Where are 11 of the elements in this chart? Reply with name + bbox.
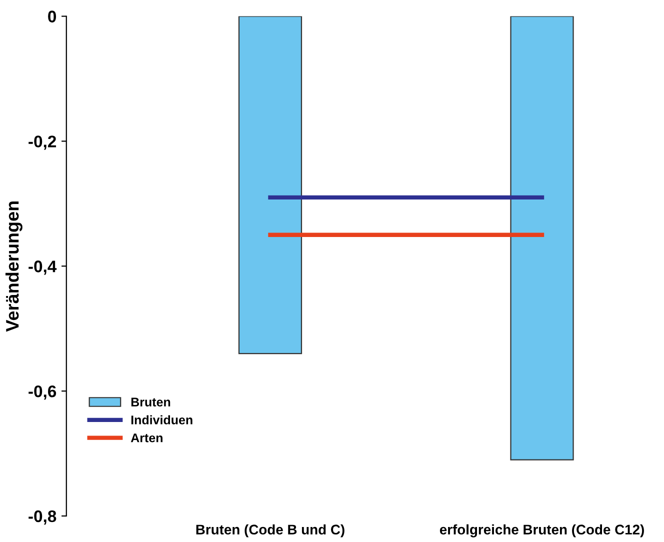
legend-label: Bruten <box>131 398 170 406</box>
legend-label: Individuen <box>131 415 192 424</box>
legend-label: Arten <box>130 434 162 442</box>
y-axis-title: Veränderungen <box>5 202 22 332</box>
y-tick-label: -0,2 <box>28 136 56 150</box>
x-tick-label: Bruten (Code B und C) <box>196 524 344 538</box>
y-tick-label: -0,8 <box>28 510 56 525</box>
y-tick-label: 0 <box>48 10 56 22</box>
x-tick-label: erfolgreiche Bruten (Code C12) <box>440 524 644 538</box>
y-tick-label: -0,4 <box>28 260 57 275</box>
y-tick-label: -0,6 <box>28 385 56 400</box>
